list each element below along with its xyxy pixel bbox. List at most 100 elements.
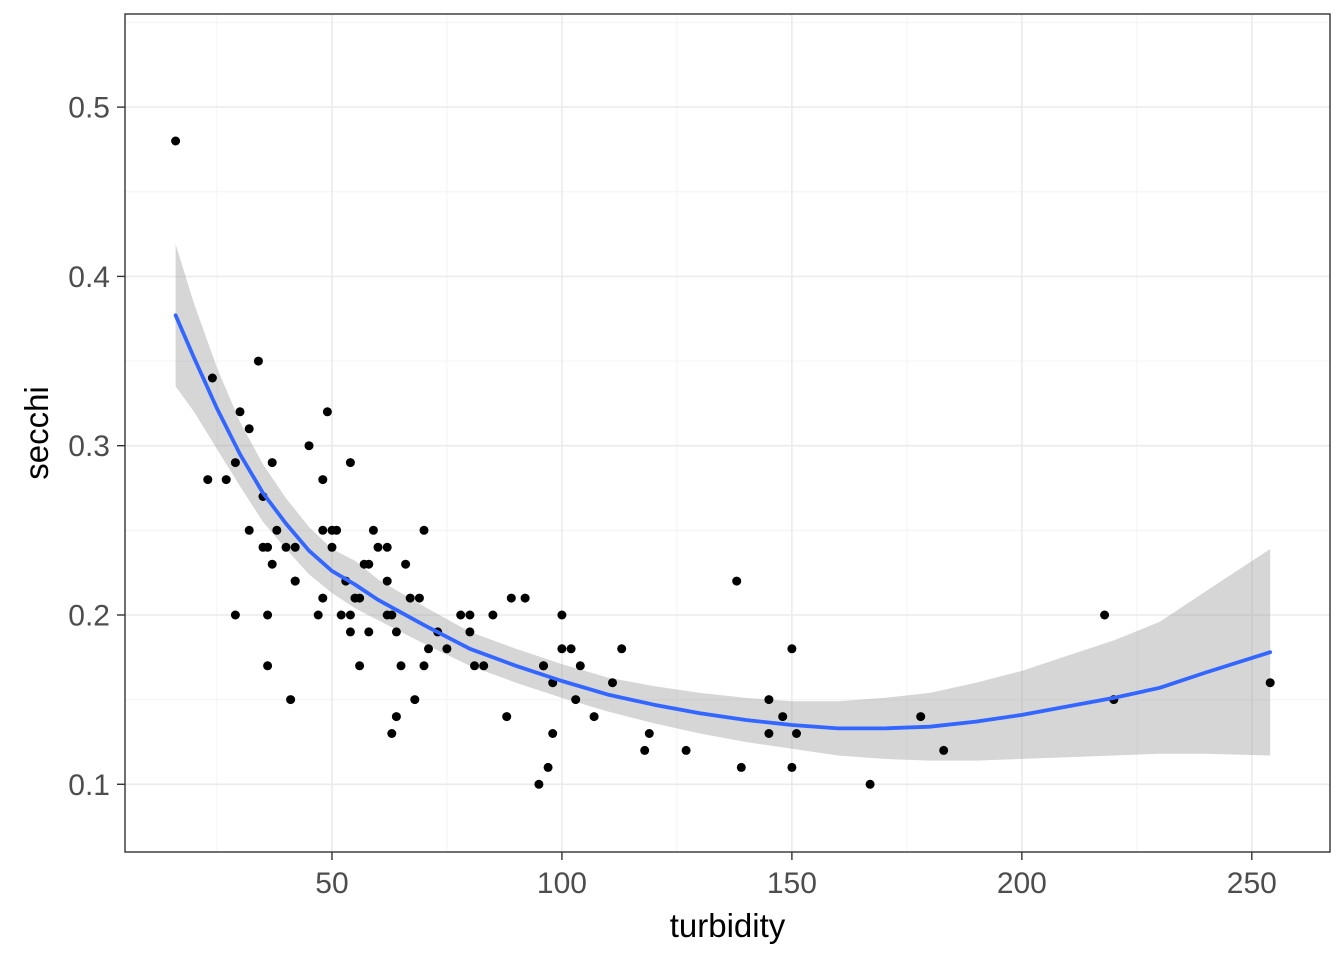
- data-point: [290, 542, 300, 552]
- data-point: [387, 610, 397, 620]
- data-point: [916, 712, 926, 722]
- data-point: [318, 593, 328, 603]
- data-point: [575, 661, 585, 671]
- data-point: [318, 475, 328, 485]
- data-point: [221, 475, 231, 485]
- data-point: [1100, 610, 1110, 620]
- data-point: [465, 627, 475, 637]
- data-point: [322, 407, 332, 417]
- data-point: [405, 593, 415, 603]
- x-axis-title: turbidity: [670, 907, 786, 944]
- data-point: [230, 458, 240, 468]
- data-point: [207, 373, 217, 383]
- y-tick-label: 0.2: [68, 599, 110, 632]
- data-point: [520, 593, 530, 603]
- data-point: [263, 542, 273, 552]
- data-point: [318, 525, 328, 535]
- data-point: [778, 712, 788, 722]
- data-point: [640, 745, 650, 755]
- x-tick-label: 150: [767, 867, 817, 900]
- data-point: [1265, 678, 1275, 688]
- data-point: [391, 712, 401, 722]
- data-point: [557, 610, 567, 620]
- minor-gridlines: [125, 14, 1330, 852]
- data-point: [272, 525, 282, 535]
- data-point: [267, 458, 277, 468]
- y-tick-label: 0.5: [68, 92, 110, 125]
- x-tick-label: 200: [997, 867, 1047, 900]
- data-point: [479, 661, 489, 671]
- data-point: [543, 762, 553, 772]
- data-point: [419, 525, 429, 535]
- data-point: [571, 695, 581, 705]
- data-point: [865, 779, 875, 789]
- data-point: [230, 610, 240, 620]
- data-point: [345, 610, 355, 620]
- data-point: [419, 661, 429, 671]
- data-point: [235, 407, 245, 417]
- data-point: [410, 695, 420, 705]
- data-point: [534, 779, 544, 789]
- data-point: [244, 424, 254, 434]
- data-point: [764, 729, 774, 738]
- data-point: [414, 593, 424, 603]
- data-point: [355, 661, 365, 671]
- data-point: [442, 644, 452, 654]
- data-point: [253, 356, 263, 366]
- data-point: [345, 458, 355, 468]
- data-point: [589, 712, 599, 722]
- data-point: [336, 610, 346, 620]
- data-points: [171, 136, 1275, 789]
- plot-panel: [124, 13, 1331, 853]
- data-point: [263, 661, 273, 671]
- x-axis: 50 100 150 200 250: [315, 852, 1277, 900]
- panel-background: [125, 14, 1330, 852]
- data-point: [281, 542, 291, 552]
- data-point: [539, 661, 548, 671]
- data-point: [387, 729, 397, 738]
- data-point: [470, 661, 479, 671]
- smooth-line: [173, 313, 1273, 731]
- data-point: [332, 525, 342, 535]
- data-point: [465, 610, 475, 620]
- data-point: [787, 644, 797, 654]
- data-point: [382, 542, 392, 552]
- data-point: [548, 729, 558, 738]
- y-tick-label: 0.1: [68, 769, 110, 802]
- data-point: [267, 559, 277, 569]
- data-point: [345, 627, 355, 637]
- data-point: [787, 762, 797, 772]
- data-point: [566, 644, 576, 654]
- smooth-line-layer: [173, 313, 1273, 731]
- x-tick-label: 250: [1227, 867, 1277, 900]
- data-point: [373, 542, 383, 552]
- data-point: [203, 475, 213, 485]
- data-point: [364, 559, 374, 569]
- data-point: [681, 745, 691, 755]
- data-point: [263, 610, 273, 620]
- y-axis-title: secchi: [18, 386, 55, 480]
- data-point: [286, 695, 296, 705]
- data-point: [608, 678, 617, 688]
- major-gridlines: [125, 14, 1330, 852]
- data-point: [355, 593, 365, 603]
- data-point: [290, 576, 300, 586]
- x-tick-label: 100: [537, 867, 587, 900]
- confidence-band-layer: [175, 244, 1271, 761]
- data-point: [732, 576, 742, 586]
- data-point: [506, 593, 516, 603]
- data-point: [736, 762, 746, 772]
- data-point: [401, 559, 411, 569]
- data-point: [244, 525, 254, 535]
- data-point: [939, 745, 949, 755]
- y-tick-label: 0.3: [68, 430, 110, 463]
- y-axis: 0.1 0.2 0.3 0.4 0.5: [68, 92, 125, 802]
- data-point: [502, 712, 512, 722]
- data-point: [171, 136, 181, 146]
- data-point: [617, 644, 627, 654]
- data-point: [327, 542, 337, 552]
- data-point: [557, 644, 567, 654]
- data-point: [488, 610, 498, 620]
- data-point: [456, 610, 466, 620]
- data-point: [644, 729, 654, 738]
